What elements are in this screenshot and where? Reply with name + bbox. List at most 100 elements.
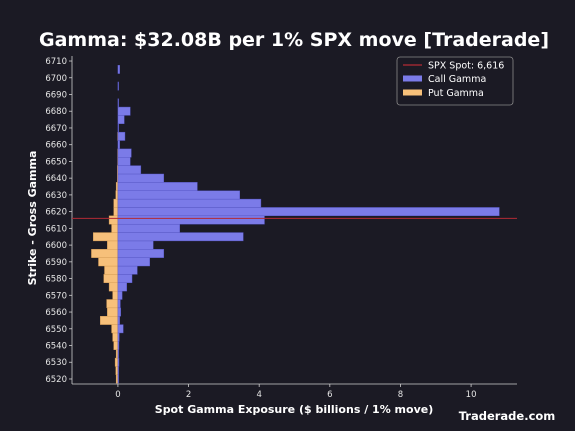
call-bar-6570: [117, 290, 123, 300]
y-tick-label: 6520: [45, 375, 67, 385]
call-bar-6705: [117, 65, 120, 74]
put-bar-6570: [112, 290, 119, 300]
call-bar-6550: [117, 324, 124, 334]
put-bar-6605: [92, 232, 119, 242]
call-bar-6610: [117, 223, 180, 233]
call-bar-6535: [117, 349, 119, 359]
call-bar-6600: [117, 240, 154, 250]
call-bar-6685: [117, 98, 119, 108]
y-tick-label: 6610: [45, 224, 67, 234]
x-tick-label: 8: [398, 390, 403, 400]
legend-call-label: Call Gamma: [428, 74, 486, 85]
y-tick-label: 6600: [45, 241, 67, 251]
put-bar-6520: [115, 374, 119, 384]
call-bar-6560: [117, 307, 121, 317]
call-bar-6660: [117, 140, 120, 150]
watermark: Traderade.com: [459, 409, 556, 423]
x-tick-label: 0: [115, 390, 120, 400]
call-bar-6605: [117, 232, 244, 242]
put-bar-6620: [113, 207, 119, 217]
put-bar-6585: [104, 265, 119, 275]
y-tick-label: 6590: [45, 258, 67, 268]
call-bar-6670: [117, 123, 119, 133]
y-tick-label: 6630: [45, 191, 67, 201]
y-tick-label: 6690: [45, 90, 67, 100]
put-bar-6600: [107, 240, 119, 250]
y-tick-label: 6660: [45, 141, 67, 151]
call-bar-6625: [117, 198, 262, 208]
put-bar-6615: [108, 215, 119, 225]
put-bar-6625: [113, 198, 119, 208]
y-ticks: 6520 6530 6540 6550 6560 6570 6580 6590 6600 6610…: [45, 57, 72, 385]
put-bar-6610: [111, 223, 119, 233]
legend-put-label: Put Gamma: [428, 88, 484, 99]
call-bar-6655: [117, 148, 132, 158]
put-bar-6565: [106, 299, 119, 309]
y-tick-label: 6700: [45, 74, 67, 84]
y-tick-label: 6620: [45, 208, 67, 218]
call-bar-6650: [117, 157, 131, 166]
x-tick-label: 4: [256, 390, 261, 400]
legend-spot-label: SPX Spot: 6,616: [428, 61, 504, 72]
call-bar-6640: [117, 173, 165, 183]
call-bar-6555: [117, 316, 120, 325]
y-tick-label: 6560: [45, 308, 67, 318]
call-bar-6675: [117, 115, 125, 124]
x-tick-label: 2: [186, 390, 191, 400]
call-bar-6595: [117, 249, 165, 258]
put-bar-6530: [114, 357, 119, 367]
put-bar-6525: [115, 366, 119, 375]
call-bar-6520: [117, 374, 119, 384]
call-bar-6585: [117, 265, 138, 275]
call-bar-6580: [117, 274, 133, 283]
y-axis-label: Strike - Gross Gamma: [26, 151, 39, 286]
chart-title: Gamma: $32.08B per 1% SPX move [Traderad…: [39, 29, 549, 51]
y-tick-label: 6710: [45, 57, 67, 67]
put-bar-6635: [115, 182, 119, 191]
put-bar-6535: [115, 349, 119, 359]
y-tick-label: 6550: [45, 325, 67, 335]
put-bar-6630: [115, 190, 119, 200]
put-bar-6580: [103, 274, 119, 283]
call-bar-6620: [117, 207, 500, 217]
x-ticks: 0 2 4 6 8 10: [115, 384, 477, 400]
call-bar-6590: [117, 257, 150, 267]
call-bar-6695: [117, 81, 119, 91]
put-bar-6560: [107, 307, 119, 317]
put-bar-6575: [108, 282, 119, 292]
legend-box: [396, 56, 514, 106]
call-bar-6665: [117, 131, 126, 141]
y-tick-label: 6650: [45, 157, 67, 167]
put-bar-6550: [111, 324, 119, 334]
put-bar-6540: [113, 341, 119, 350]
put-bar-6545: [112, 332, 119, 342]
legend-call-swatch: [403, 75, 422, 82]
legend: SPX Spot: 6,616 Call Gamma Put Gamma: [396, 56, 514, 106]
put-bar-6595: [91, 249, 119, 258]
call-bar-6540: [117, 341, 120, 350]
call-bar-6575: [117, 282, 127, 292]
call-gamma-bars: [117, 65, 500, 384]
y-tick-label: 6540: [45, 342, 67, 352]
y-tick-label: 6530: [45, 358, 67, 368]
call-bar-6565: [117, 299, 121, 309]
y-tick-label: 6680: [45, 107, 67, 117]
axes: [71, 56, 517, 385]
put-bar-6555: [100, 316, 119, 325]
x-tick-label: 6: [327, 390, 332, 400]
y-tick-label: 6670: [45, 124, 67, 134]
x-tick-label: 10: [466, 390, 477, 400]
put-bar-6590: [98, 257, 119, 267]
call-bar-6545: [117, 332, 120, 342]
x-axis-label: Spot Gamma Exposure ($ billions / 1% mov…: [155, 403, 433, 416]
call-bar-6615: [117, 215, 265, 225]
y-tick-label: 6570: [45, 291, 67, 301]
call-bar-6630: [117, 190, 240, 200]
y-tick-label: 6640: [45, 174, 67, 184]
call-bar-6525: [117, 366, 119, 375]
call-bar-6530: [117, 357, 120, 367]
legend-put-swatch: [403, 89, 422, 96]
call-bar-6680: [117, 106, 131, 116]
y-tick-label: 6580: [45, 275, 67, 285]
